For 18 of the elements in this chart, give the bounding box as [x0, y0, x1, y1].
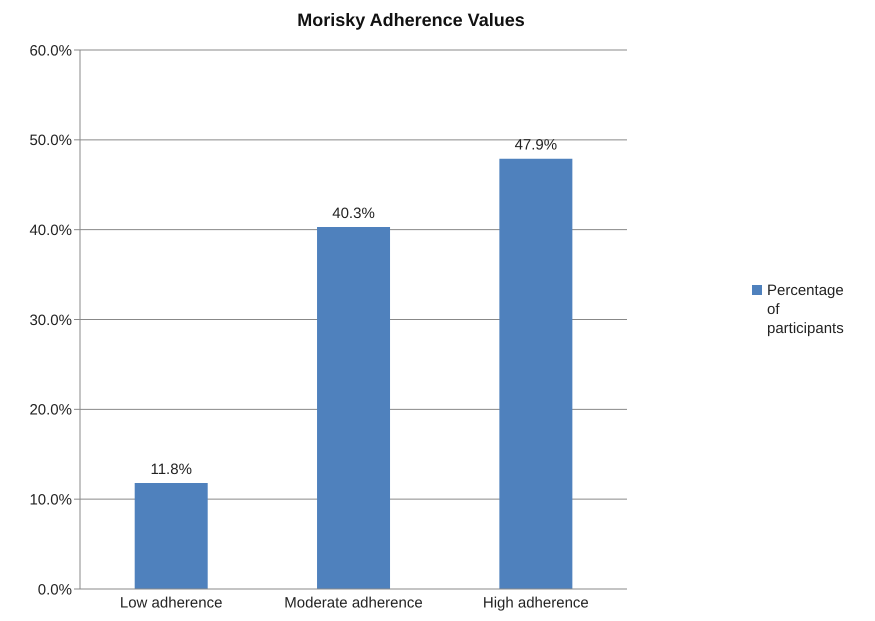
- text: 47.9%: [514, 136, 558, 154]
- y-tick-label: 50.0%: [29, 132, 72, 150]
- y-tick-label: 20.0%: [29, 402, 72, 419]
- y-tick-label: 0.0%: [38, 581, 72, 598]
- y-tick-label: 40.0%: [29, 222, 72, 239]
- text: 40.3%: [332, 204, 375, 222]
- bar: [499, 158, 572, 589]
- x-tick-label: Low adherence: [120, 594, 222, 612]
- y-tick-label: 10.0%: [29, 491, 72, 508]
- chart-title: Morisky Adherence Values: [296, 10, 526, 31]
- x-tick-label: High adherence: [482, 594, 589, 612]
- bar: [317, 226, 390, 589]
- text: 11.8%: [150, 460, 192, 478]
- y-tick-label: 60.0%: [29, 42, 72, 60]
- legend-label: Percentage of participants: [767, 281, 845, 338]
- bar: [134, 482, 208, 589]
- y-tick-label: 30.0%: [29, 312, 72, 329]
- x-tick-label: Moderate adherence: [284, 594, 423, 612]
